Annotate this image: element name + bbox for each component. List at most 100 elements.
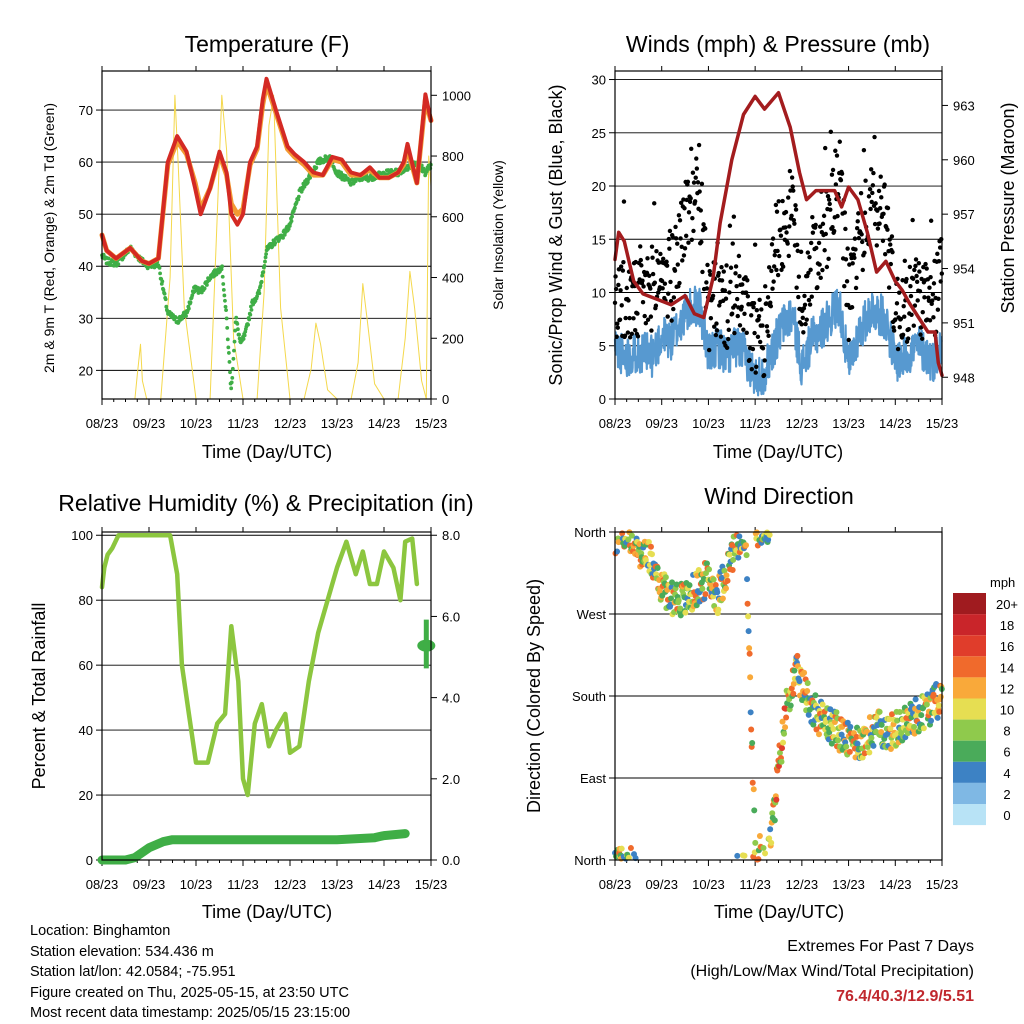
gust-point — [635, 334, 641, 339]
gust-point — [667, 246, 672, 251]
direction-point — [760, 844, 767, 851]
gust-point — [659, 278, 665, 284]
gust-point — [905, 336, 911, 341]
td-point — [237, 332, 241, 337]
gust-point — [909, 312, 914, 318]
gust-point — [928, 218, 934, 223]
gust-point — [667, 228, 673, 234]
gust-point — [757, 339, 763, 345]
legend-swatch — [953, 614, 986, 636]
gust-point — [794, 242, 800, 248]
direction-point — [886, 716, 893, 723]
direction-point — [887, 745, 894, 752]
gust-point — [886, 285, 892, 290]
gust-point — [786, 253, 791, 259]
gust-point — [677, 280, 682, 286]
gust-point — [666, 236, 672, 242]
gust-point — [713, 332, 719, 338]
direction-point — [779, 718, 786, 725]
gust-point — [904, 276, 909, 282]
td-point — [106, 256, 111, 261]
td-point — [296, 197, 301, 202]
plot-frame — [101, 70, 432, 400]
gust-point — [664, 259, 669, 264]
temperature-panel: Temperature (F) Time (Day/UTC) 2m & 9m T… — [41, 31, 506, 462]
direction-point — [724, 577, 731, 584]
gust-point — [917, 288, 923, 294]
direction-point — [743, 542, 750, 549]
td-point — [224, 316, 229, 321]
legend-label: 2 — [1003, 787, 1010, 802]
gust-point — [680, 258, 685, 263]
gust-point — [830, 225, 835, 230]
y2-tick-label: 400 — [442, 271, 464, 286]
gust-point — [825, 194, 831, 199]
gust-point — [801, 330, 806, 335]
direction-ylabel-left: Direction (Colored By Speed) — [524, 579, 544, 813]
gust-point — [770, 286, 775, 291]
gust-point — [902, 314, 907, 319]
gust-point — [645, 256, 650, 261]
gust-point — [726, 336, 731, 342]
gust-point — [772, 252, 777, 258]
td-point — [173, 315, 178, 320]
td-point — [227, 351, 231, 355]
x-tick-label: 09/23 — [133, 416, 166, 431]
direction-point — [870, 742, 877, 749]
gust-point — [639, 263, 644, 268]
direction-point — [819, 701, 826, 708]
td-point — [222, 293, 227, 298]
gust-point — [887, 237, 892, 242]
gust-point — [814, 245, 819, 251]
plot-frame — [614, 531, 943, 861]
y-tick-label: 50 — [79, 207, 93, 222]
y2-tick-label: 960 — [953, 153, 975, 168]
gust-point — [843, 257, 849, 262]
gust-point — [619, 303, 624, 308]
gust-point — [682, 206, 687, 211]
gust-point — [882, 251, 888, 257]
figure-created: Figure created on Thu, 2025-05-15, at 23… — [30, 984, 349, 1001]
legend-swatch — [953, 656, 986, 678]
gust-point — [732, 303, 738, 308]
gust-point — [786, 195, 791, 200]
y-tick-label: 70 — [79, 103, 93, 118]
x-tick-label: 08/23 — [599, 877, 632, 892]
gust-point — [815, 285, 820, 290]
direction-point — [627, 845, 634, 852]
direction-point — [743, 552, 750, 559]
gust-point — [893, 311, 899, 316]
legend-label: 16 — [1000, 639, 1014, 654]
direction-point — [769, 810, 776, 817]
gust-point — [799, 322, 804, 327]
gust-point — [860, 267, 865, 273]
gust-point — [759, 307, 764, 312]
gust-point — [780, 198, 785, 204]
direction-point — [923, 701, 930, 708]
gust-point — [921, 264, 926, 270]
gust-point — [827, 201, 832, 207]
direction-point — [734, 852, 741, 859]
gust-point — [897, 325, 902, 330]
gust-point — [704, 280, 709, 285]
gust-point — [708, 315, 714, 321]
gust-point — [878, 174, 883, 179]
legend-label: 6 — [1003, 745, 1010, 760]
gust-point — [772, 264, 777, 269]
gust-point — [749, 366, 754, 372]
gust-point — [915, 298, 920, 303]
gust-point — [652, 201, 657, 206]
direction-point — [749, 779, 756, 786]
direction-point — [843, 743, 850, 750]
gust-point — [701, 222, 706, 227]
gust-point — [877, 205, 883, 211]
gust-point — [721, 269, 726, 274]
direction-point — [677, 612, 684, 619]
td-point — [231, 356, 236, 361]
gust-point — [708, 272, 713, 277]
direction-point — [780, 739, 787, 746]
gust-point — [731, 214, 737, 219]
direction-point — [752, 839, 759, 846]
gust-point — [806, 270, 811, 276]
